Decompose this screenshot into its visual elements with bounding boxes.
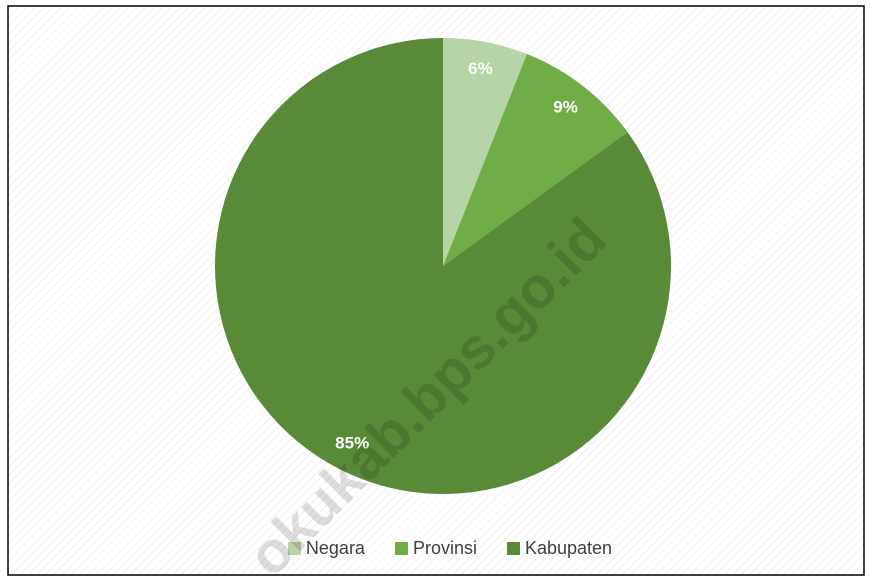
legend: Negara Provinsi Kabupaten (287, 538, 612, 558)
data-label: 85% (335, 434, 369, 453)
pie-slice (214, 38, 671, 495)
legend-label: Kabupaten (525, 538, 612, 558)
legend-label: Provinsi (413, 538, 477, 558)
data-label: 6% (468, 59, 493, 78)
pie: 6% 9% 85% (214, 38, 671, 495)
legend-swatch (394, 542, 408, 555)
legend-label: Negara (306, 538, 366, 558)
data-label: 9% (553, 97, 578, 116)
pie-slice (443, 38, 527, 266)
pie-slice (443, 54, 628, 267)
legend-swatch (506, 542, 520, 555)
legend-swatch (287, 542, 301, 555)
